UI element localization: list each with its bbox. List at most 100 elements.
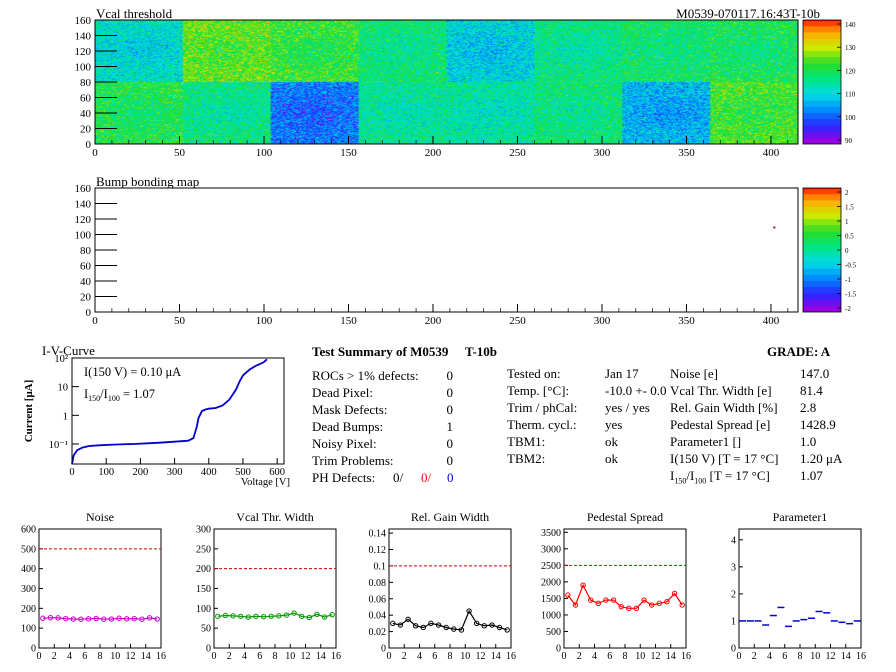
x-tick-label: 10 [285, 651, 295, 662]
data-point [123, 616, 130, 622]
summary-plot-title: Pedestal Spread [587, 510, 663, 524]
vcal-x-ticks: 0 50 100 150 200 250 300 350 400 [92, 136, 789, 159]
iv-annotation-ratio: I150/I100 = 1.07 [84, 387, 155, 403]
y-tick-label: 150 [196, 584, 211, 595]
summary-left-value: 0 [446, 402, 454, 417]
summary-mid-value: yes / yes [605, 400, 650, 415]
series-line [392, 609, 508, 631]
y-tick-label: 250 [196, 544, 211, 555]
data-point [397, 622, 404, 628]
iv-x-tick-label: 0 [69, 467, 74, 478]
bump-color-scale [803, 188, 841, 312]
data-point [283, 612, 290, 618]
x-tick-label: 200 [425, 315, 442, 327]
y-tick-label: 200 [21, 604, 36, 615]
module-label: M0539-070117.16:43T-10b [676, 6, 820, 21]
scale-tick-label: -1.5 [845, 291, 857, 299]
scale-tick-label: 0.5 [845, 233, 854, 241]
ph-defects-value-1: 0/ [393, 470, 404, 485]
data-point [451, 626, 457, 632]
vcal-threshold-map: Vcal threshold M0539-070117.16:43T-10b 0… [75, 6, 857, 159]
x-tick-label: 0 [212, 651, 217, 662]
vcal-heatmap-image [95, 20, 798, 144]
y-tick-label: 140 [75, 199, 92, 211]
iv-curve-plot: I-V-Curve I(150 V) = 0.10 μA I150/I100 =… [23, 343, 290, 488]
y-tick-label: 160 [75, 183, 92, 195]
x-tick-label: 0 [92, 315, 98, 327]
y-tick-label: 100 [21, 624, 36, 635]
summary-left-label: Dead Bumps: [312, 419, 384, 434]
x-tick-label: 50 [174, 147, 186, 159]
y-tick-label: 60 [80, 261, 92, 273]
data-point [481, 623, 488, 629]
y-tick-label: 0.1 [374, 561, 387, 572]
summary-right-value: 1.20 μA [800, 451, 843, 466]
data-point [466, 608, 472, 614]
data-point [108, 616, 115, 622]
x-tick-label: 14 [491, 651, 501, 662]
x-tick-label: 400 [763, 147, 780, 159]
scale-tick-label: 140 [845, 21, 856, 29]
data-point [679, 602, 685, 608]
summary-right-value: 2.8 [800, 400, 817, 415]
summary-right-value: 147.0 [800, 366, 830, 381]
ph-defects-label: PH Defects: [312, 470, 376, 485]
x-tick-label: 8 [798, 651, 803, 662]
data-point [405, 616, 411, 622]
x-tick-label: 0 [737, 651, 742, 662]
data-point [55, 615, 61, 621]
vcal-title: Vcal threshold [96, 6, 173, 21]
summary-plot-frame [388, 528, 512, 649]
x-tick-label: 10 [460, 651, 470, 662]
x-tick-label: 14 [666, 651, 676, 662]
y-tick-label: 600 [21, 525, 36, 536]
summary-plot-title: Rel. Gain Width [411, 510, 489, 524]
y-tick-label: 0 [556, 644, 561, 655]
summary-plot-frame [738, 528, 862, 649]
vcal-color-scale [803, 20, 841, 144]
ph-defects-value-3: 0 [447, 470, 454, 485]
scale-tick-label: 2 [845, 189, 849, 197]
x-tick-label: 8 [448, 651, 453, 662]
y-tick-label: 20 [80, 124, 92, 136]
summary-tag: T-10b [465, 344, 498, 359]
data-point [610, 597, 617, 603]
data-point [329, 611, 335, 618]
ph-defects-value-2: 0/ [421, 470, 432, 485]
data-point [222, 612, 229, 619]
y-tick-label: 0.04 [369, 611, 387, 622]
iv-x-tick-label: 200 [133, 467, 149, 478]
x-tick-label: 350 [678, 147, 695, 159]
y-tick-label: 1500 [541, 594, 561, 605]
summary-right-value: 1.0 [800, 434, 817, 449]
iv-y-tick-label: 10 [58, 383, 69, 394]
iv-y-tick-label: 10⁻¹ [49, 440, 68, 451]
x-tick-label: 150 [340, 315, 357, 327]
scale-tick-label: -2 [845, 305, 851, 313]
y-tick-label: 0 [31, 644, 36, 655]
y-tick-label: 0 [86, 139, 92, 151]
data-point [116, 615, 122, 621]
summary-mid-label: Trim / phCal: [507, 400, 578, 415]
x-tick-label: 16 [856, 651, 866, 662]
x-tick-label: 4 [67, 651, 72, 662]
y-tick-label: 4 [731, 535, 736, 546]
x-tick-label: 12 [301, 651, 311, 662]
iv-frame [71, 357, 285, 465]
y-tick-label: 0 [86, 307, 92, 319]
y-tick-label: 100 [196, 604, 211, 615]
y-tick-label: 40 [80, 276, 92, 288]
data-point [70, 616, 77, 622]
summary-right-label: I(150 V) [T = 17 °C] [670, 451, 779, 466]
data-point [656, 600, 663, 607]
summary-left-label: Trim Problems: [312, 453, 394, 468]
y-tick-label: 80 [80, 77, 92, 89]
summary-left-value: 0 [446, 368, 454, 383]
summary-left-value: 0 [446, 436, 454, 451]
y-tick-label: 3500 [541, 528, 561, 539]
summary-plot-title: Vcal Thr. Width [236, 510, 313, 524]
y-tick-label: 300 [21, 584, 36, 595]
y-tick-label: 0.12 [369, 545, 387, 556]
